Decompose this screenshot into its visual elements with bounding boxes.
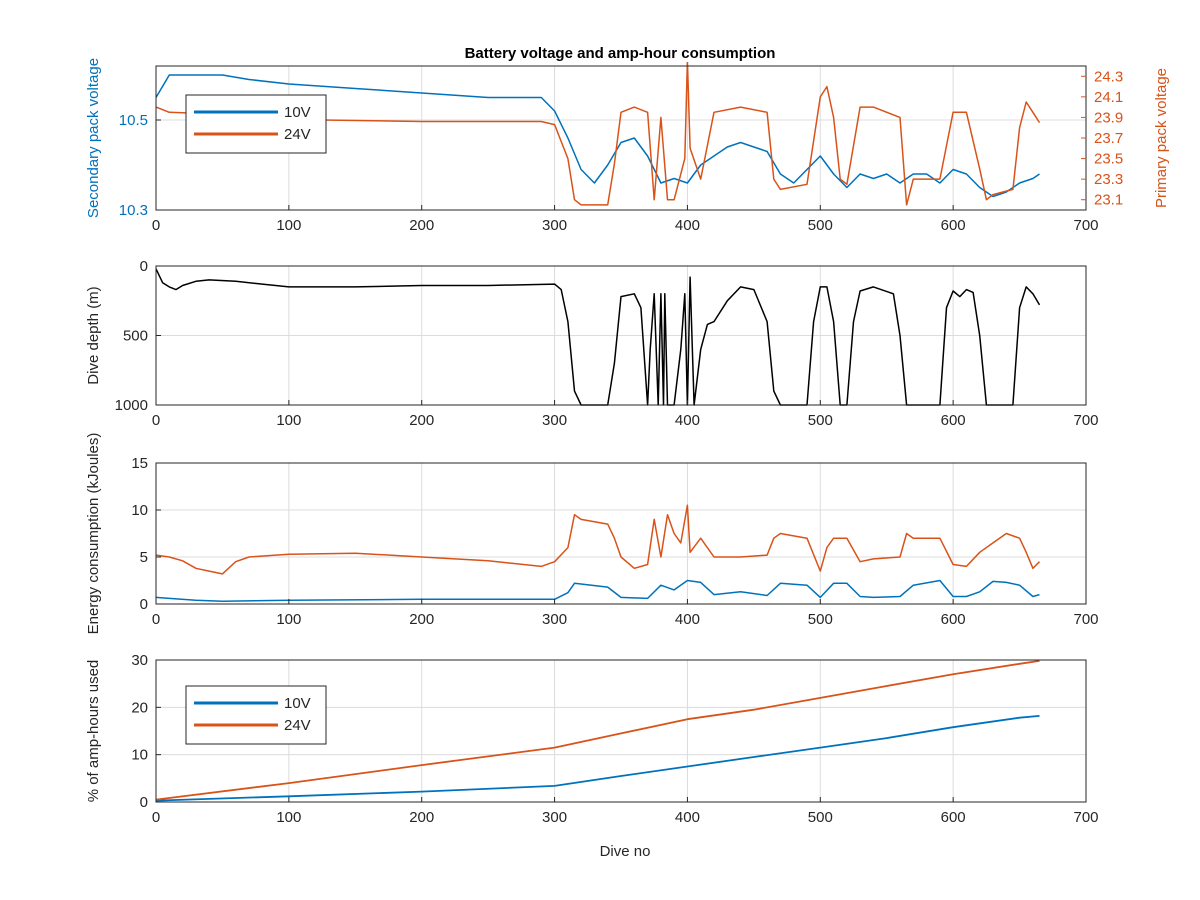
x-tick-label: 100 <box>276 809 301 826</box>
legend-box <box>185 685 327 745</box>
x-tick-label: 500 <box>808 412 833 429</box>
series-line-10v <box>156 715 1040 802</box>
x-tick-label: 0 <box>152 412 160 429</box>
x-tick-label: 200 <box>409 412 434 429</box>
y-right-tick-label: 23.3 <box>1094 171 1123 188</box>
legend-label: 10V <box>284 104 311 121</box>
y-tick-label: 10.3 <box>119 202 148 219</box>
chart-panel-3: 0 100 200 300 400 500 600 700 0 5 10 15 Energy consu… <box>85 433 1099 635</box>
x-tick-label: 400 <box>675 611 700 628</box>
y-right-tick-label: 23.5 <box>1094 151 1123 168</box>
x-tick-label: 300 <box>542 611 567 628</box>
x-tick-label: 200 <box>409 809 434 826</box>
x-tick-label: 700 <box>1073 412 1098 429</box>
x-tick-label: 300 <box>542 809 567 826</box>
x-tick-label: 600 <box>941 611 966 628</box>
y-axis-label: % of amp-hours used <box>85 660 102 803</box>
x-tick-label: 500 <box>808 809 833 826</box>
chart-panel-1: 0 100 200 300 400 500 600 700 10.3 10.5 23.1 23.3 23… <box>85 58 1170 234</box>
y-tick-label: 0 <box>140 258 148 275</box>
series-line-depth <box>156 268 1041 406</box>
plot-area <box>156 463 1086 604</box>
legend-label: 10V <box>284 695 311 712</box>
x-tick-label: 200 <box>409 611 434 628</box>
x-tick-label: 700 <box>1073 217 1098 234</box>
x-tick-label: 600 <box>941 809 966 826</box>
series-line-10v <box>156 74 1040 198</box>
y-tick-label: 5 <box>140 549 148 566</box>
x-tick-label: 700 <box>1073 611 1098 628</box>
chart-title: Battery voltage and amp-hour consumption <box>465 45 776 62</box>
y-right-tick-label: 24.1 <box>1094 89 1123 106</box>
axes-frame <box>155 462 1087 605</box>
y-tick-label: 500 <box>123 328 148 345</box>
y-tick-label: 20 <box>131 699 148 716</box>
y-tick-label: 10 <box>131 502 148 519</box>
y-right-tick-label: 23.9 <box>1094 109 1123 126</box>
y-tick-label: 0 <box>140 596 148 613</box>
chart-panel-2: 0 100 200 300 400 500 600 700 0 500 1000 Dive depth… <box>85 258 1099 429</box>
x-tick-label: 100 <box>276 611 301 628</box>
series-line-24v <box>156 660 1040 801</box>
x-tick-label: 100 <box>276 217 301 234</box>
y-axis-label-right: Primary pack voltage <box>1153 68 1170 208</box>
x-tick-label: 200 <box>409 217 434 234</box>
chart-panel-4: 0 100 200 300 400 500 600 700 0 10 20 30 % of amp-ho… <box>85 652 1099 860</box>
x-tick-label: 100 <box>276 412 301 429</box>
x-tick-label: 500 <box>808 611 833 628</box>
x-tick-label: 0 <box>152 809 160 826</box>
y-tick-label: 1000 <box>115 397 148 414</box>
x-axis-label: Dive no <box>600 843 651 860</box>
x-tick-label: 500 <box>808 217 833 234</box>
y-right-tick-label: 23.7 <box>1094 130 1123 147</box>
y-tick-label: 10 <box>131 747 148 764</box>
series-line-24v <box>156 62 1041 206</box>
y-right-tick-label: 23.1 <box>1094 192 1123 209</box>
y-right-tick-label: 24.3 <box>1094 68 1123 85</box>
y-axis-label: Dive depth (m) <box>85 286 102 384</box>
x-tick-label: 600 <box>941 217 966 234</box>
legend-label: 24V <box>284 717 311 734</box>
y-axis-label: Energy consumption (kJoules) <box>85 433 102 635</box>
series-line-24v <box>156 504 1041 575</box>
x-tick-label: 400 <box>675 217 700 234</box>
y-tick-label: 30 <box>131 652 148 669</box>
x-tick-label: 0 <box>152 611 160 628</box>
x-tick-label: 300 <box>542 217 567 234</box>
y-tick-label: 15 <box>131 455 148 472</box>
y-tick-label: 0 <box>140 794 148 811</box>
x-tick-label: 600 <box>941 412 966 429</box>
x-tick-label: 400 <box>675 809 700 826</box>
axes-frame <box>155 659 1087 803</box>
x-tick-label: 700 <box>1073 809 1098 826</box>
legend-box <box>185 94 327 154</box>
x-tick-label: 300 <box>542 412 567 429</box>
chart-panels: 0 100 200 300 400 500 600 70010.310.523.123.323… <box>85 58 1170 860</box>
y-tick-label: 10.5 <box>119 112 148 129</box>
x-tick-label: 0 <box>152 217 160 234</box>
y-axis-label: Secondary pack voltage <box>85 58 102 218</box>
x-tick-label: 400 <box>675 412 700 429</box>
legend-label: 24V <box>284 126 311 143</box>
